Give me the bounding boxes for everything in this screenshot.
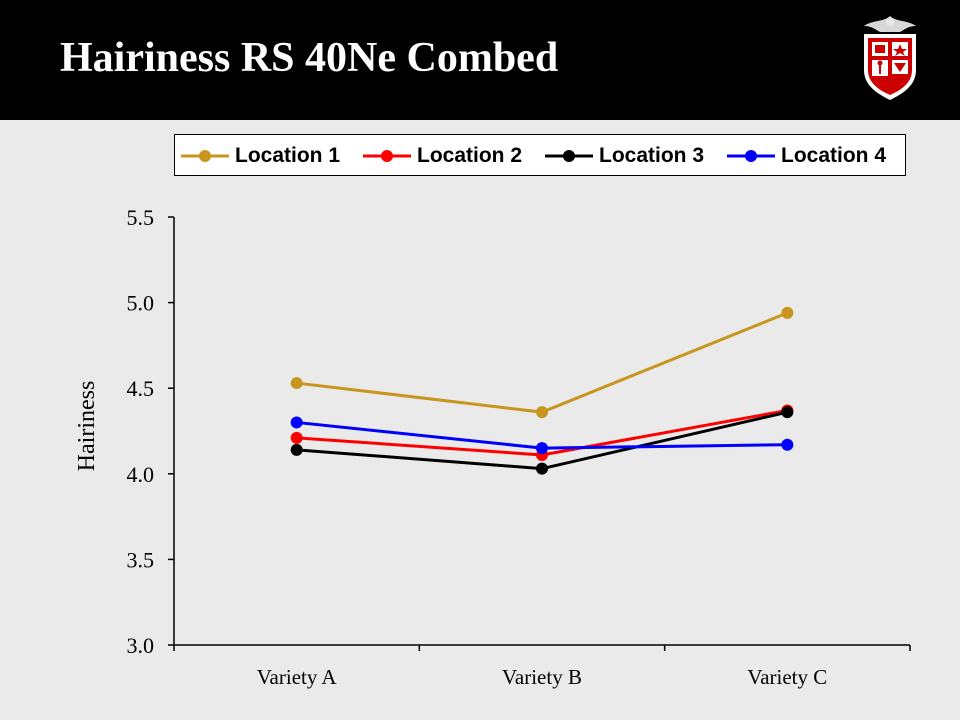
- y-tick-label-4: 5.0: [127, 291, 155, 316]
- legend-marker-location-1: [181, 150, 229, 162]
- title-bar: Hairiness RS 40Ne Combed: [0, 0, 960, 120]
- data-point-s1-3: [781, 306, 794, 319]
- legend-item-location-3: Location 3: [543, 142, 704, 170]
- series-line-1: [296, 311, 788, 414]
- data-point-s1-1: [290, 377, 303, 390]
- legend-item-location-1: Location 1: [179, 142, 340, 170]
- data-point-s3-1: [290, 443, 303, 456]
- y-axis-title: Hairiness: [74, 381, 100, 472]
- legend-label-location-3: Location 3: [599, 144, 705, 167]
- data-point-s4-2: [536, 442, 548, 455]
- y-tick-label-1: 3.5: [127, 547, 155, 572]
- y-tick-label-3: 4.5: [127, 376, 155, 401]
- legend-label-location-4: Location 4: [781, 144, 887, 167]
- legend-item-location-2: Location 2: [361, 142, 522, 170]
- line-chart: 3.0 3.5 4.0 4.5 5.0 5.5 Variety A Variety B Vari…: [74, 205, 911, 689]
- legend-label-location-2: Location 2: [417, 144, 523, 167]
- data-point-s3-2: [536, 462, 548, 475]
- data-point-s3-3: [781, 406, 794, 419]
- chart-legend: Location 1 Location 2 Location 3 Locatio…: [174, 134, 906, 176]
- slide-title: Hairiness RS 40Ne Combed: [60, 35, 559, 81]
- x-tick-label-2: Variety C: [747, 665, 827, 689]
- y-tick-label-5: 5.5: [127, 205, 155, 230]
- legend-marker-location-3: [545, 150, 593, 162]
- data-point-s4-1: [290, 416, 303, 429]
- y-tick-label-2: 4.0: [127, 462, 155, 487]
- x-tick-label-1: Variety B: [502, 665, 582, 689]
- legend-marker-location-2: [363, 150, 411, 162]
- university-seal-logo: [864, 16, 916, 100]
- x-tick-label-0: Variety A: [257, 665, 338, 689]
- legend-item-location-4: Location 4: [725, 142, 886, 170]
- data-point-s4-3: [781, 438, 794, 451]
- y-tick-label-0: 3.0: [127, 633, 155, 658]
- legend-marker-location-4: [727, 150, 775, 162]
- data-point-s1-2: [536, 406, 548, 419]
- data-point-s2-1: [290, 431, 303, 444]
- legend-label-location-1: Location 1: [235, 144, 341, 167]
